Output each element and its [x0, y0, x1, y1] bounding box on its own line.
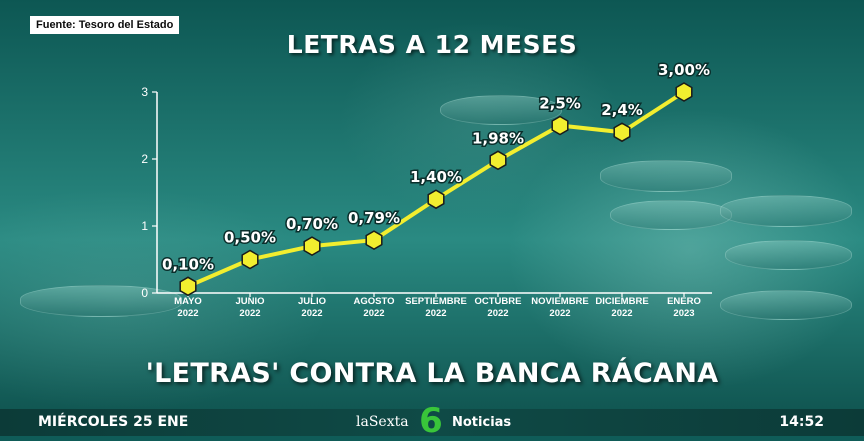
- x-tick-label-year: 2022: [611, 308, 632, 319]
- clock: 14:52: [779, 414, 824, 430]
- coin-stack-decoration: [600, 160, 732, 192]
- x-tick-label-year: 2022: [363, 308, 384, 319]
- data-label: 1,40%: [410, 168, 462, 186]
- y-tick-label: 2: [141, 152, 148, 166]
- x-tick-label: ENERO: [667, 296, 701, 307]
- x-tick-label: NOVIEMBRE: [531, 296, 589, 307]
- headline: 'LETRAS' CONTRA LA BANCA RÁCANA: [145, 358, 719, 389]
- data-label: 0,10%: [162, 255, 214, 273]
- x-tick-label: DICIEMBRE: [595, 296, 648, 307]
- x-tick-label-year: 2022: [549, 308, 570, 319]
- data-point-marker: [427, 189, 445, 210]
- data-label: 2,4%: [601, 101, 643, 119]
- brand-six-icon: 6: [419, 401, 443, 441]
- data-label: 0,79%: [348, 209, 400, 227]
- brand-name: laSexta: [356, 414, 409, 430]
- data-point-marker: [303, 236, 321, 256]
- data-point-marker: [675, 82, 693, 102]
- source-label: Fuente: Tesoro del Estado: [30, 16, 180, 34]
- coin-stack-decoration: [725, 240, 852, 270]
- x-tick-label-year: 2022: [487, 308, 508, 319]
- data-point-marker: [489, 150, 507, 171]
- y-tick-label: 1: [141, 219, 148, 233]
- coin-stack-decoration: [720, 290, 852, 320]
- coin-stack-decoration: [720, 195, 852, 227]
- x-tick-label-year: 2022: [301, 308, 322, 319]
- data-label: 3,00%: [658, 61, 710, 79]
- x-tick-label-year: 2022: [239, 308, 260, 319]
- data-label: 0,50%: [224, 229, 276, 247]
- coin-stack-decoration: [610, 200, 732, 230]
- data-point-marker: [365, 230, 383, 250]
- data-point-marker: [551, 115, 569, 136]
- ticker-bar: MIÉRCOLES 25 ENE laSexta 6 Noticias 14:5…: [0, 403, 864, 439]
- series-line: [187, 90, 686, 289]
- y-tick-label: 0: [141, 286, 148, 300]
- x-tick-label: SEPTIEMBRE: [405, 296, 467, 307]
- data-point-marker: [241, 249, 259, 270]
- x-tick-label: OCTUBRE: [475, 296, 522, 307]
- coin-stack-decoration: [440, 95, 562, 125]
- x-tick-label-year: 2022: [177, 308, 198, 319]
- x-tick-label-year: 2023: [673, 308, 694, 319]
- data-label: 0,70%: [286, 215, 338, 233]
- y-tick-label: 3: [141, 85, 148, 99]
- data-point-marker: [613, 122, 631, 143]
- coin-decoration: [20, 285, 182, 317]
- data-point-marker: [179, 276, 197, 297]
- data-label: 2,5%: [539, 95, 581, 113]
- date-label: MIÉRCOLES 25 ENE: [38, 414, 189, 430]
- chart-title: LETRAS A 12 MESES: [286, 30, 578, 59]
- x-tick-label: MAYO: [174, 296, 202, 307]
- data-label: 1,98%: [472, 129, 524, 147]
- x-tick-label: AGOSTO: [354, 296, 395, 307]
- x-tick-label-year: 2022: [425, 308, 446, 319]
- x-tick-label: JULIO: [298, 296, 326, 307]
- x-tick-label: JUNIO: [235, 296, 264, 307]
- brand-section: Noticias: [452, 415, 512, 430]
